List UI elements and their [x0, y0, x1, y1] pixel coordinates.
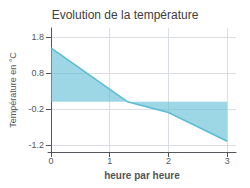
svg-text:Température en °C: Température en °C	[8, 52, 18, 128]
svg-text:-0.2: -0.2	[28, 104, 44, 114]
svg-text:2: 2	[166, 156, 171, 166]
svg-text:0.8: 0.8	[31, 68, 44, 78]
svg-text:1: 1	[107, 156, 112, 166]
svg-text:Evolution de la température: Evolution de la température	[52, 8, 199, 22]
svg-text:1.8: 1.8	[31, 32, 44, 42]
svg-text:0: 0	[48, 156, 53, 166]
svg-text:-1.2: -1.2	[28, 140, 44, 150]
svg-text:3: 3	[225, 156, 230, 166]
svg-text:heure par heure: heure par heure	[104, 170, 180, 181]
